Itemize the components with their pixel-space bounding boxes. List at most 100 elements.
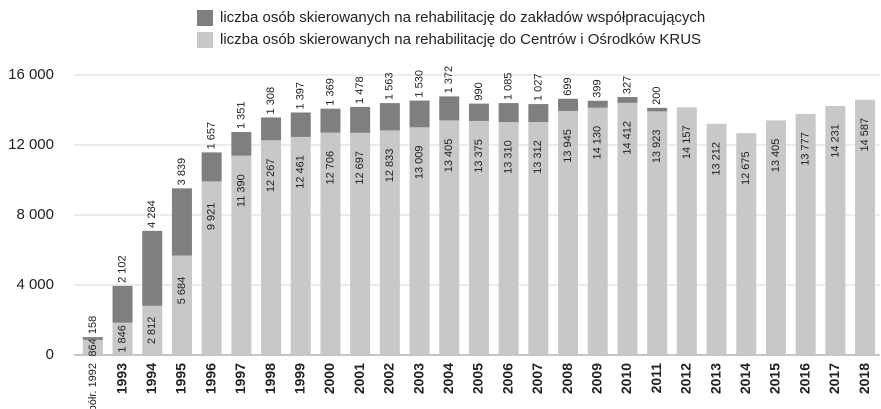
value-label: 1 085 [503, 73, 515, 101]
value-label: 14 412 [621, 121, 633, 155]
bar-segment [439, 120, 460, 355]
x-tick-label: 2001 [351, 363, 367, 394]
value-label: 1 308 [265, 87, 277, 115]
x-tick-label: 2011 [648, 363, 664, 394]
x-tick-label: 1994 [143, 363, 159, 394]
value-label: 12 267 [265, 158, 277, 192]
value-label: 158 [87, 316, 99, 334]
x-tick-label: 1999 [291, 363, 307, 394]
value-label: 9 921 [206, 203, 218, 231]
bar-segment [676, 107, 697, 355]
legend-label: liczba osób skierowanych na rehabilitacj… [220, 9, 705, 26]
bar-segment [468, 120, 489, 355]
value-label: 399 [592, 79, 604, 97]
bar-segment [468, 103, 489, 121]
y-tick-label: 0 [46, 346, 54, 363]
bar-segment [82, 339, 103, 355]
value-label: 864 [87, 338, 99, 356]
x-tick-label: 2003 [410, 363, 426, 394]
bar-segment [290, 136, 311, 355]
bar-segment [587, 107, 608, 355]
value-label: 14 130 [592, 126, 604, 160]
value-label: 1 397 [295, 82, 307, 110]
bar-segment [617, 97, 638, 103]
x-tick-label: 2005 [470, 363, 486, 394]
value-label: 5 684 [176, 277, 188, 305]
value-label: 12 706 [324, 151, 336, 185]
bar-segment [379, 130, 400, 355]
y-tick-label: 12 000 [8, 136, 54, 153]
bar-segment [231, 155, 252, 355]
value-label: 13 777 [800, 132, 812, 166]
value-label: 14 157 [681, 125, 693, 159]
bar-segment [765, 120, 786, 355]
bar-segment [528, 104, 549, 123]
value-label: 13 405 [443, 139, 455, 173]
value-label: 13 009 [413, 146, 425, 180]
value-label: 699 [562, 77, 574, 95]
legend-label: liczba osób skierowanych na rehabilitacj… [220, 31, 701, 48]
value-label: 12 461 [295, 155, 307, 189]
x-tick-label: 2012 [678, 363, 694, 394]
value-label: 3 839 [176, 158, 188, 186]
bar-segment [825, 105, 846, 356]
bar-segment [498, 103, 519, 123]
x-tick-label: 2008 [559, 363, 575, 394]
value-label: 12 675 [740, 151, 752, 185]
value-label: 13 945 [562, 129, 574, 163]
bar-segment [261, 140, 282, 355]
value-label: 14 231 [829, 124, 841, 158]
x-tick-label: 1995 [173, 363, 189, 394]
x-tick-label: 2014 [737, 363, 753, 394]
y-tick-label: 8 000 [16, 206, 54, 223]
bar-segment [290, 112, 311, 137]
bar-segment [558, 110, 579, 356]
bar-segment [320, 132, 341, 355]
x-tick-label: 2002 [381, 363, 397, 394]
value-label: 4 284 [146, 200, 158, 228]
bar-segment [795, 113, 816, 355]
x-tick-label: 2009 [588, 363, 604, 394]
x-tick-label: 2018 [856, 363, 872, 394]
bar-segment [379, 103, 400, 131]
value-label: 1 530 [413, 70, 425, 98]
x-tick-label: 2010 [618, 363, 634, 394]
bar-segment [558, 98, 579, 111]
bar-segment [142, 305, 163, 355]
bar-segment [647, 111, 668, 355]
legend-swatch [197, 32, 213, 48]
bar-segment [409, 100, 430, 128]
bar-segment [231, 132, 252, 156]
bar-segment [439, 96, 460, 121]
x-tick-label: 1993 [113, 363, 129, 394]
value-label: 14 587 [859, 118, 871, 152]
value-label: 13 212 [710, 142, 722, 176]
bar-segment [498, 122, 519, 355]
x-tick-label: 1998 [262, 363, 278, 394]
x-tick-label: II półr. 1992 [87, 363, 99, 409]
value-label: 13 375 [473, 139, 485, 173]
legend-swatch [197, 10, 213, 26]
bar-segment [528, 122, 549, 355]
value-label: 1 478 [354, 76, 366, 104]
x-tick-label: 2004 [440, 363, 456, 394]
y-tick-label: 16 000 [8, 66, 54, 83]
value-label: 1 657 [206, 122, 218, 150]
bar-segment [261, 117, 282, 141]
bar-segment [171, 255, 192, 355]
bar-segment [171, 188, 192, 256]
bar-segment [855, 99, 876, 355]
bar-segment [112, 322, 133, 355]
value-label: 1 351 [235, 102, 247, 130]
x-tick-label: 2015 [767, 363, 783, 394]
value-label: 13 405 [770, 139, 782, 173]
value-label: 13 312 [532, 140, 544, 174]
bar-segment [706, 123, 727, 355]
value-label: 1 372 [443, 66, 455, 94]
x-tick-label: 2017 [826, 363, 842, 394]
value-label: 1 369 [324, 78, 336, 106]
value-label: 2 102 [116, 255, 128, 283]
value-label: 12 697 [354, 151, 366, 185]
value-label: 327 [621, 76, 633, 94]
